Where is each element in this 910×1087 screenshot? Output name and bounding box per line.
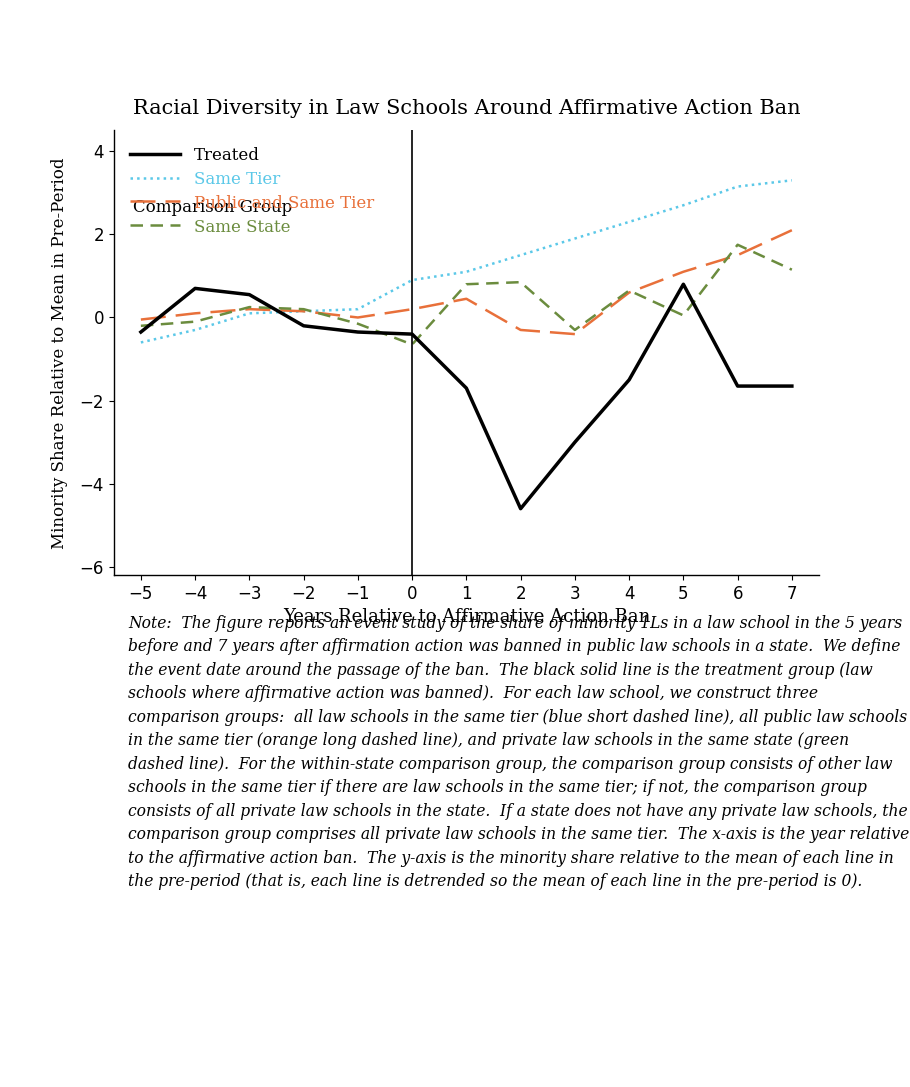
Legend: Treated, Same Tier, Public and Same Tier, Same State: Treated, Same Tier, Public and Same Tier… <box>122 139 382 245</box>
Text: Comparison Group: Comparison Group <box>134 199 293 216</box>
Y-axis label: Minority Share Relative to Mean in Pre-Period: Minority Share Relative to Mean in Pre-P… <box>52 157 68 549</box>
Text: Note:  The figure reports an event study of the share of minority 1Ls in a law s: Note: The figure reports an event study … <box>127 614 909 890</box>
Title: Racial Diversity in Law Schools Around Affirmative Action Ban: Racial Diversity in Law Schools Around A… <box>133 99 800 117</box>
X-axis label: Years Relative to Affirmative Action Ban: Years Relative to Affirmative Action Ban <box>283 609 650 626</box>
